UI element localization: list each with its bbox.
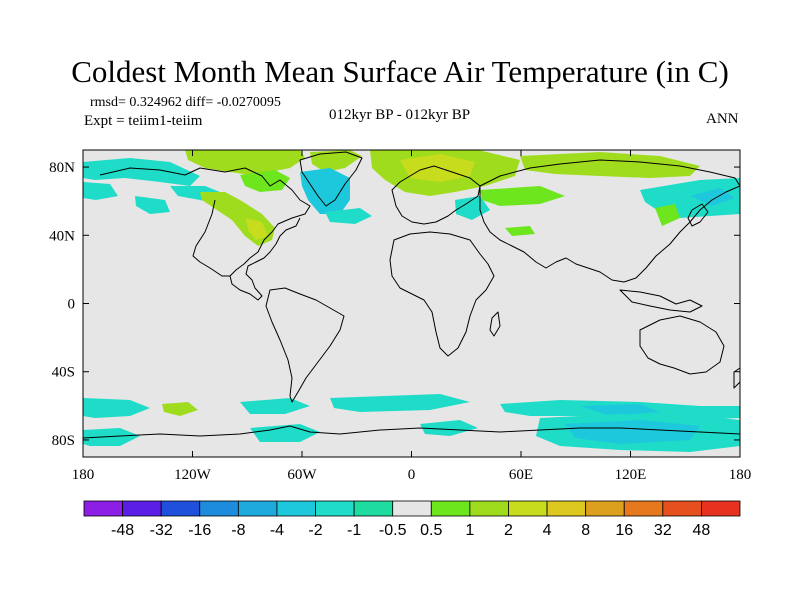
anomaly-region-atlantic-mid	[325, 208, 372, 224]
colorbar-swatch	[122, 500, 162, 517]
colorbar-label: -8	[231, 522, 245, 539]
colorbar-label: 2	[504, 522, 513, 539]
anomaly-region-antarctica-west	[83, 428, 140, 446]
colorbar-swatch	[701, 500, 741, 517]
colorbar-swatch	[199, 500, 239, 517]
anomaly-region-central-asia	[505, 226, 535, 236]
coast-japan	[687, 203, 709, 227]
anomaly-region-southern-ocean-indian-east	[580, 404, 660, 416]
anomaly-region-great-lakes	[246, 218, 268, 240]
anomaly-region-canada-pacific	[135, 196, 170, 214]
coast-madagascar	[489, 311, 501, 337]
colorbar-swatch	[623, 500, 664, 517]
anomaly-region-southern-ocean-west	[83, 398, 150, 418]
experiment-label: Expt = teiim1-teiim	[84, 113, 203, 129]
colorbar-swatch	[315, 500, 355, 517]
lon-tick-label: 60E	[509, 467, 533, 483]
colorbar-label: -2	[308, 522, 322, 539]
anomaly-region-greenland	[310, 150, 362, 172]
anomaly-region-south-pacific-patch	[162, 402, 198, 416]
colorbar-label: 32	[654, 522, 672, 539]
anomaly-region-bering	[83, 158, 200, 186]
colorbar: -48 -32 -16 -8 -4 -2 -1 -0.5 0.5 1 2 4 8 16 32 48	[83, 500, 741, 539]
lon-tick-label: 0	[408, 467, 416, 483]
colorbar-label: -32	[150, 522, 173, 539]
map-axes: 180 120W 60W 0 60E 120E 180 80N 40N 0 40S 80S	[49, 150, 751, 483]
anomaly-region-kamchatka	[655, 204, 680, 226]
season-label: ANN	[706, 111, 739, 127]
colorbar-label: 48	[693, 522, 711, 539]
colorbar-label: 8	[581, 522, 590, 539]
anomaly-region-east-antarctica-core	[565, 420, 700, 444]
anomaly-region-europe-east	[480, 186, 565, 206]
coast-antarctica	[83, 425, 740, 439]
stats-line: rmsd= 0.324962 diff= -0.0270095	[90, 95, 281, 110]
coast-europe	[391, 165, 481, 225]
lon-tick-label: 180	[729, 467, 752, 483]
lat-tick-label: 40N	[49, 228, 75, 244]
colorbar-swatch	[546, 500, 587, 517]
coast-africa	[389, 231, 495, 357]
chart-title: Coldest Month Mean Surface Air Temperatu…	[71, 54, 729, 89]
coastlines	[83, 151, 740, 439]
colorbar-label: 1	[465, 522, 474, 539]
colorbar-swatch	[662, 500, 702, 517]
anomaly-shading	[83, 150, 740, 452]
lat-tick-label: 80S	[52, 433, 75, 449]
anomaly-region-antarctica-ross	[250, 424, 320, 442]
colorbar-label: 0.5	[420, 522, 442, 539]
anomaly-region-siberia	[520, 152, 700, 178]
lat-tick-label: 40S	[52, 365, 75, 381]
coast-greenland	[299, 151, 363, 207]
anomaly-region-labrador	[300, 168, 350, 214]
colorbar-swatch	[276, 500, 316, 517]
colorbar-label: -4	[270, 522, 284, 539]
colorbar-swatch	[353, 500, 394, 517]
coast-new-zealand	[733, 367, 740, 389]
lon-tick-label: 60W	[287, 467, 317, 483]
lon-tick-label: 120E	[615, 467, 647, 483]
anomaly-region-canada-north	[185, 150, 305, 175]
colorbar-label: -0.5	[379, 522, 407, 539]
anomaly-region-north-pacific	[83, 182, 118, 200]
anomaly-region-southern-ocean-atlantic	[330, 394, 470, 412]
colorbar-swatch	[237, 500, 278, 517]
anomaly-region-north-russia	[400, 154, 475, 182]
colorbar-label: -16	[188, 522, 211, 539]
coast-asia	[479, 159, 740, 283]
lon-tick-label: 120W	[174, 467, 212, 483]
colorbar-label: 16	[615, 522, 633, 539]
period-label: 012kyr BP - 012kyr BP	[329, 107, 471, 123]
colorbar-label: 4	[543, 522, 552, 539]
coast-australia	[639, 315, 725, 375]
anomaly-region-hudson	[240, 170, 290, 192]
coast-south-america	[265, 287, 345, 403]
lon-tick-label: 180	[72, 467, 95, 483]
colorbar-label: -1	[347, 522, 361, 539]
colorbar-swatch	[83, 500, 123, 517]
anomaly-region-japan	[690, 188, 735, 206]
colorbar-swatch	[160, 500, 201, 517]
coast-southeast-asia	[619, 289, 703, 313]
colorbar-swatch	[392, 500, 432, 517]
colorbar-swatch	[469, 500, 509, 517]
coast-north-america	[99, 167, 311, 301]
lat-tick-label: 0	[68, 297, 76, 313]
colorbar-label: -48	[111, 522, 134, 539]
anomaly-region-antarctica-weddell	[420, 420, 478, 436]
lat-tick-label: 80N	[49, 160, 75, 176]
colorbar-swatch	[508, 500, 548, 517]
colorbar-swatch	[430, 500, 471, 517]
colorbar-swatch	[585, 500, 625, 517]
